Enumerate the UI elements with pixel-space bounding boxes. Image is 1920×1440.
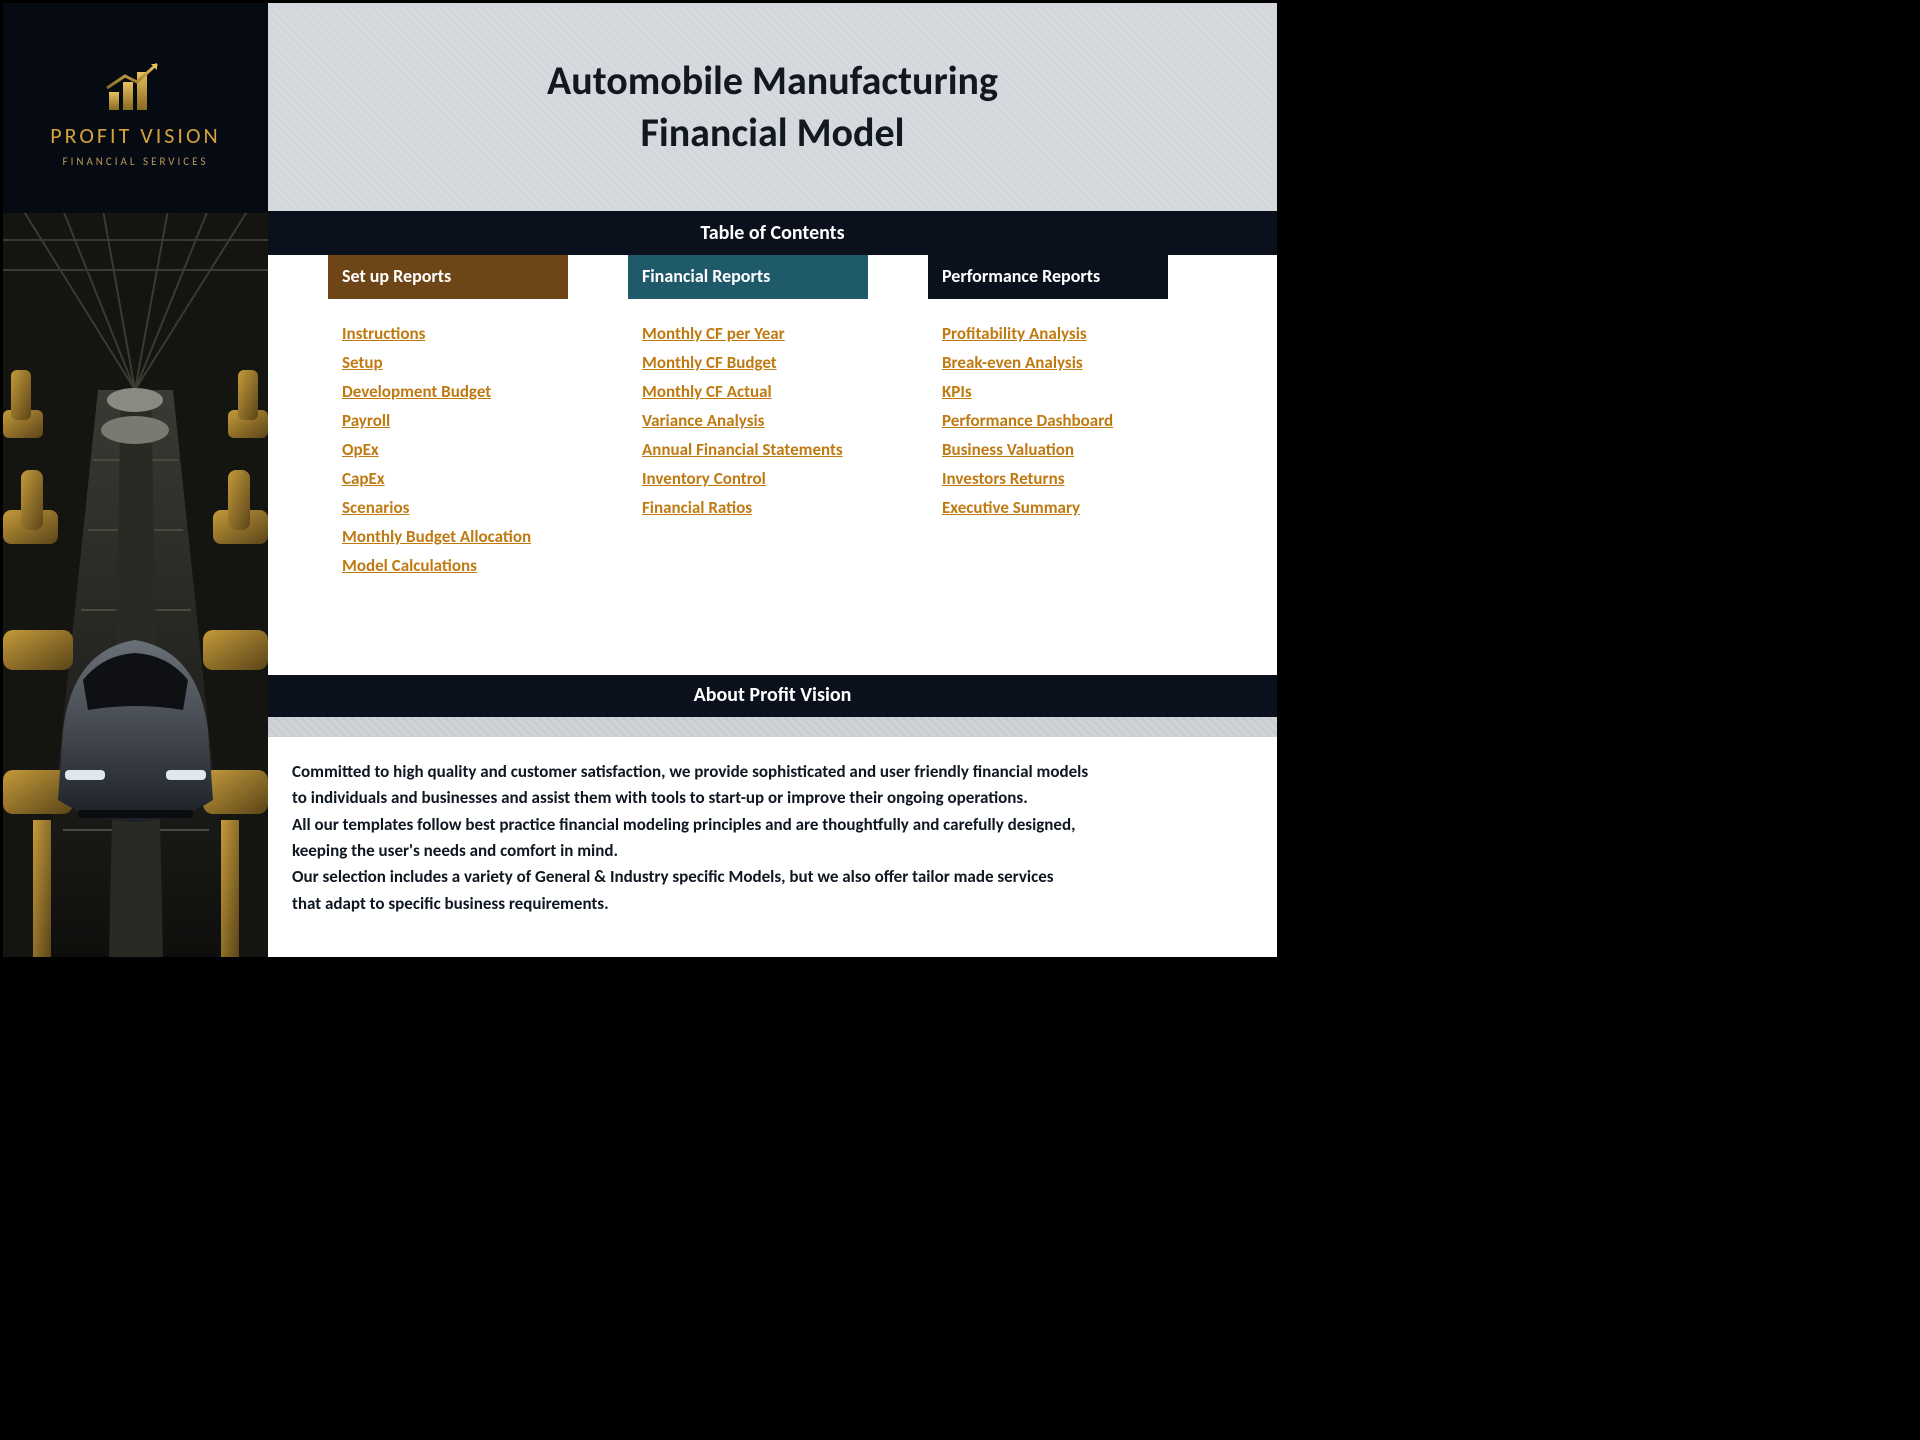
about-line-2: All our templates follow best practice f… (292, 812, 1253, 838)
link-development-budget[interactable]: Development Budget (342, 381, 491, 402)
link-setup[interactable]: Setup (342, 352, 383, 373)
link-financial-ratios[interactable]: Financial Ratios (642, 497, 752, 518)
link-investors-returns[interactable]: Investors Returns (942, 468, 1065, 489)
logo-box: PROFIT VISION FINANCIAL SERVICES (3, 3, 268, 213)
toc-header-performance: Performance Reports (928, 255, 1168, 299)
logo-icon (101, 58, 171, 112)
toc-columns: Set up Reports Instructions Setup Develo… (268, 255, 1277, 576)
link-executive-summary[interactable]: Executive Summary (942, 497, 1080, 518)
link-model-calculations[interactable]: Model Calculations (342, 555, 477, 576)
page-title-line1: Automobile Manufacturing (547, 56, 998, 105)
title-bar: Automobile Manufacturing Financial Model (268, 3, 1277, 213)
link-opex[interactable]: OpEx (342, 439, 379, 460)
link-scenarios[interactable]: Scenarios (342, 497, 409, 518)
link-profitability-analysis[interactable]: Profitability Analysis (942, 323, 1087, 344)
toc-links-setup: Instructions Setup Development Budget Pa… (328, 323, 628, 576)
about-line-0: Committed to high quality and customer s… (292, 759, 1253, 785)
sidebar-image (3, 213, 268, 957)
toc-links-performance: Profitability Analysis Break-even Analys… (928, 323, 1228, 518)
link-monthly-budget-allocation[interactable]: Monthly Budget Allocation (342, 526, 531, 547)
link-payroll[interactable]: Payroll (342, 410, 390, 431)
link-variance-analysis[interactable]: Variance Analysis (642, 410, 764, 431)
link-monthly-cf-actual[interactable]: Monthly CF Actual (642, 381, 772, 402)
toc-col-setup: Set up Reports Instructions Setup Develo… (328, 255, 628, 576)
page-title: Automobile Manufacturing Financial Model (547, 55, 998, 159)
about-line-4: Our selection includes a variety of Gene… (292, 864, 1253, 890)
logo-title: PROFIT VISION (50, 122, 220, 149)
link-kpis[interactable]: KPIs (942, 381, 972, 402)
about-line-3: keeping the user's needs and comfort in … (292, 838, 1253, 864)
link-business-valuation[interactable]: Business Valuation (942, 439, 1074, 460)
sidebar: PROFIT VISION FINANCIAL SERVICES (3, 3, 268, 957)
link-instructions[interactable]: Instructions (342, 323, 425, 344)
toc-col-performance: Performance Reports Profitability Analys… (928, 255, 1228, 576)
toc-col-financial: Financial Reports Monthly CF per Year Mo… (628, 255, 928, 576)
logo-subtitle: FINANCIAL SERVICES (63, 155, 209, 168)
link-annual-financial-statements[interactable]: Annual Financial Statements (642, 439, 843, 460)
link-performance-dashboard[interactable]: Performance Dashboard (942, 410, 1113, 431)
link-inventory-control[interactable]: Inventory Control (642, 468, 766, 489)
about-line-5: that adapt to specific business requirem… (292, 891, 1253, 917)
about-body: Committed to high quality and customer s… (268, 737, 1277, 957)
link-monthly-cf-per-year[interactable]: Monthly CF per Year (642, 323, 785, 344)
about-strip (268, 717, 1277, 737)
toc-header-financial: Financial Reports (628, 255, 868, 299)
toc-links-financial: Monthly CF per Year Monthly CF Budget Mo… (628, 323, 928, 518)
about-line-1: to individuals and businesses and assist… (292, 785, 1253, 811)
toc-heading: Table of Contents (268, 213, 1277, 255)
toc: Set up Reports Instructions Setup Develo… (268, 255, 1277, 675)
about-heading: About Profit Vision (268, 675, 1277, 717)
link-capex[interactable]: CapEx (342, 468, 385, 489)
page-title-line2: Financial Model (641, 108, 905, 157)
page: PROFIT VISION FINANCIAL SERVICES (3, 3, 1277, 957)
toc-header-setup: Set up Reports (328, 255, 568, 299)
link-monthly-cf-budget[interactable]: Monthly CF Budget (642, 352, 777, 373)
link-break-even-analysis[interactable]: Break-even Analysis (942, 352, 1083, 373)
main: Automobile Manufacturing Financial Model… (268, 3, 1277, 957)
